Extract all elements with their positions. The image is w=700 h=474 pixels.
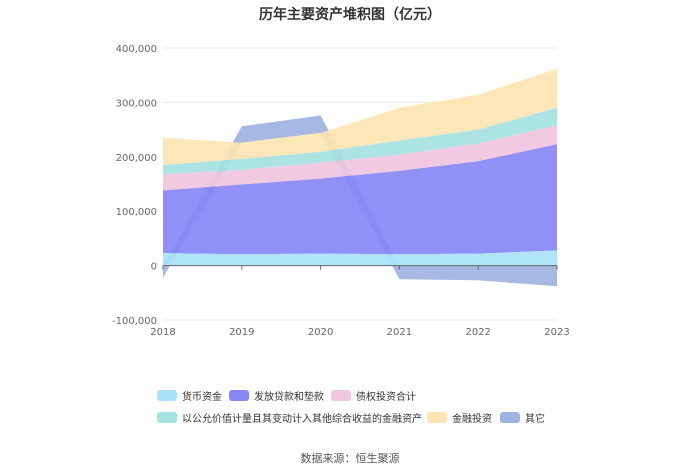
legend-swatch-cash (157, 390, 177, 401)
legend-swatch-other (500, 412, 520, 423)
legend-item-financial-investment[interactable]: 金融投资 (427, 410, 492, 425)
legend-label-cash: 货币资金 (182, 392, 222, 403)
legend-label-debt-investment: 债权投资合计 (356, 392, 416, 403)
legend-item-fvoci[interactable]: 以公允价值计量且其变动计入其他综合收益的金融资产 (157, 410, 422, 425)
y-tick-label: 200,000 (116, 153, 157, 164)
x-tick-label: 2020 (308, 327, 333, 338)
legend-swatch-loans (229, 390, 249, 401)
legend-item-loans[interactable]: 发放贷款和垫款 (229, 388, 324, 403)
area-series-4 (163, 68, 557, 165)
x-tick-label: 2022 (465, 327, 490, 338)
legend-label-fvoci: 以公允价值计量且其变动计入其他综合收益的金融资产 (182, 414, 422, 425)
legend-item-debt-investment[interactable]: 债权投资合计 (331, 388, 416, 403)
area-series-0 (163, 250, 557, 266)
area-series-2 (163, 125, 557, 191)
y-tick-label: 400,000 (116, 44, 157, 55)
legend-item-other[interactable]: 其它 (500, 410, 545, 425)
x-tick-label: 2019 (229, 327, 254, 338)
x-tick-label: 2023 (544, 327, 569, 338)
x-tick-label: 2018 (150, 327, 175, 338)
chart-title: 历年主要资产堆积图（亿元） (259, 7, 441, 23)
y-tick-label: -100,000 (112, 316, 157, 327)
data-source: 数据来源：恒生聚源 (300, 452, 400, 465)
area-series-1 (163, 144, 557, 255)
x-tick-label: 2021 (387, 327, 412, 338)
legend-swatch-fvoci (157, 412, 177, 423)
y-tick-label: 300,000 (116, 98, 157, 109)
y-tick-label: 0 (151, 262, 157, 273)
axes: 400,000300,000200,000100,0000-100,000201… (112, 44, 570, 338)
legend-swatch-debt-investment (331, 390, 351, 401)
legend-swatch-financial-investment (427, 412, 447, 423)
y-tick-label: 100,000 (116, 207, 157, 218)
area-series-3 (163, 107, 557, 175)
legend-label-financial-investment: 金融投资 (452, 414, 492, 425)
legend-item-cash[interactable]: 货币资金 (157, 388, 222, 403)
legend-label-loans: 发放贷款和垫款 (254, 392, 324, 403)
legend-label-other: 其它 (525, 414, 545, 425)
area-series (163, 68, 557, 287)
